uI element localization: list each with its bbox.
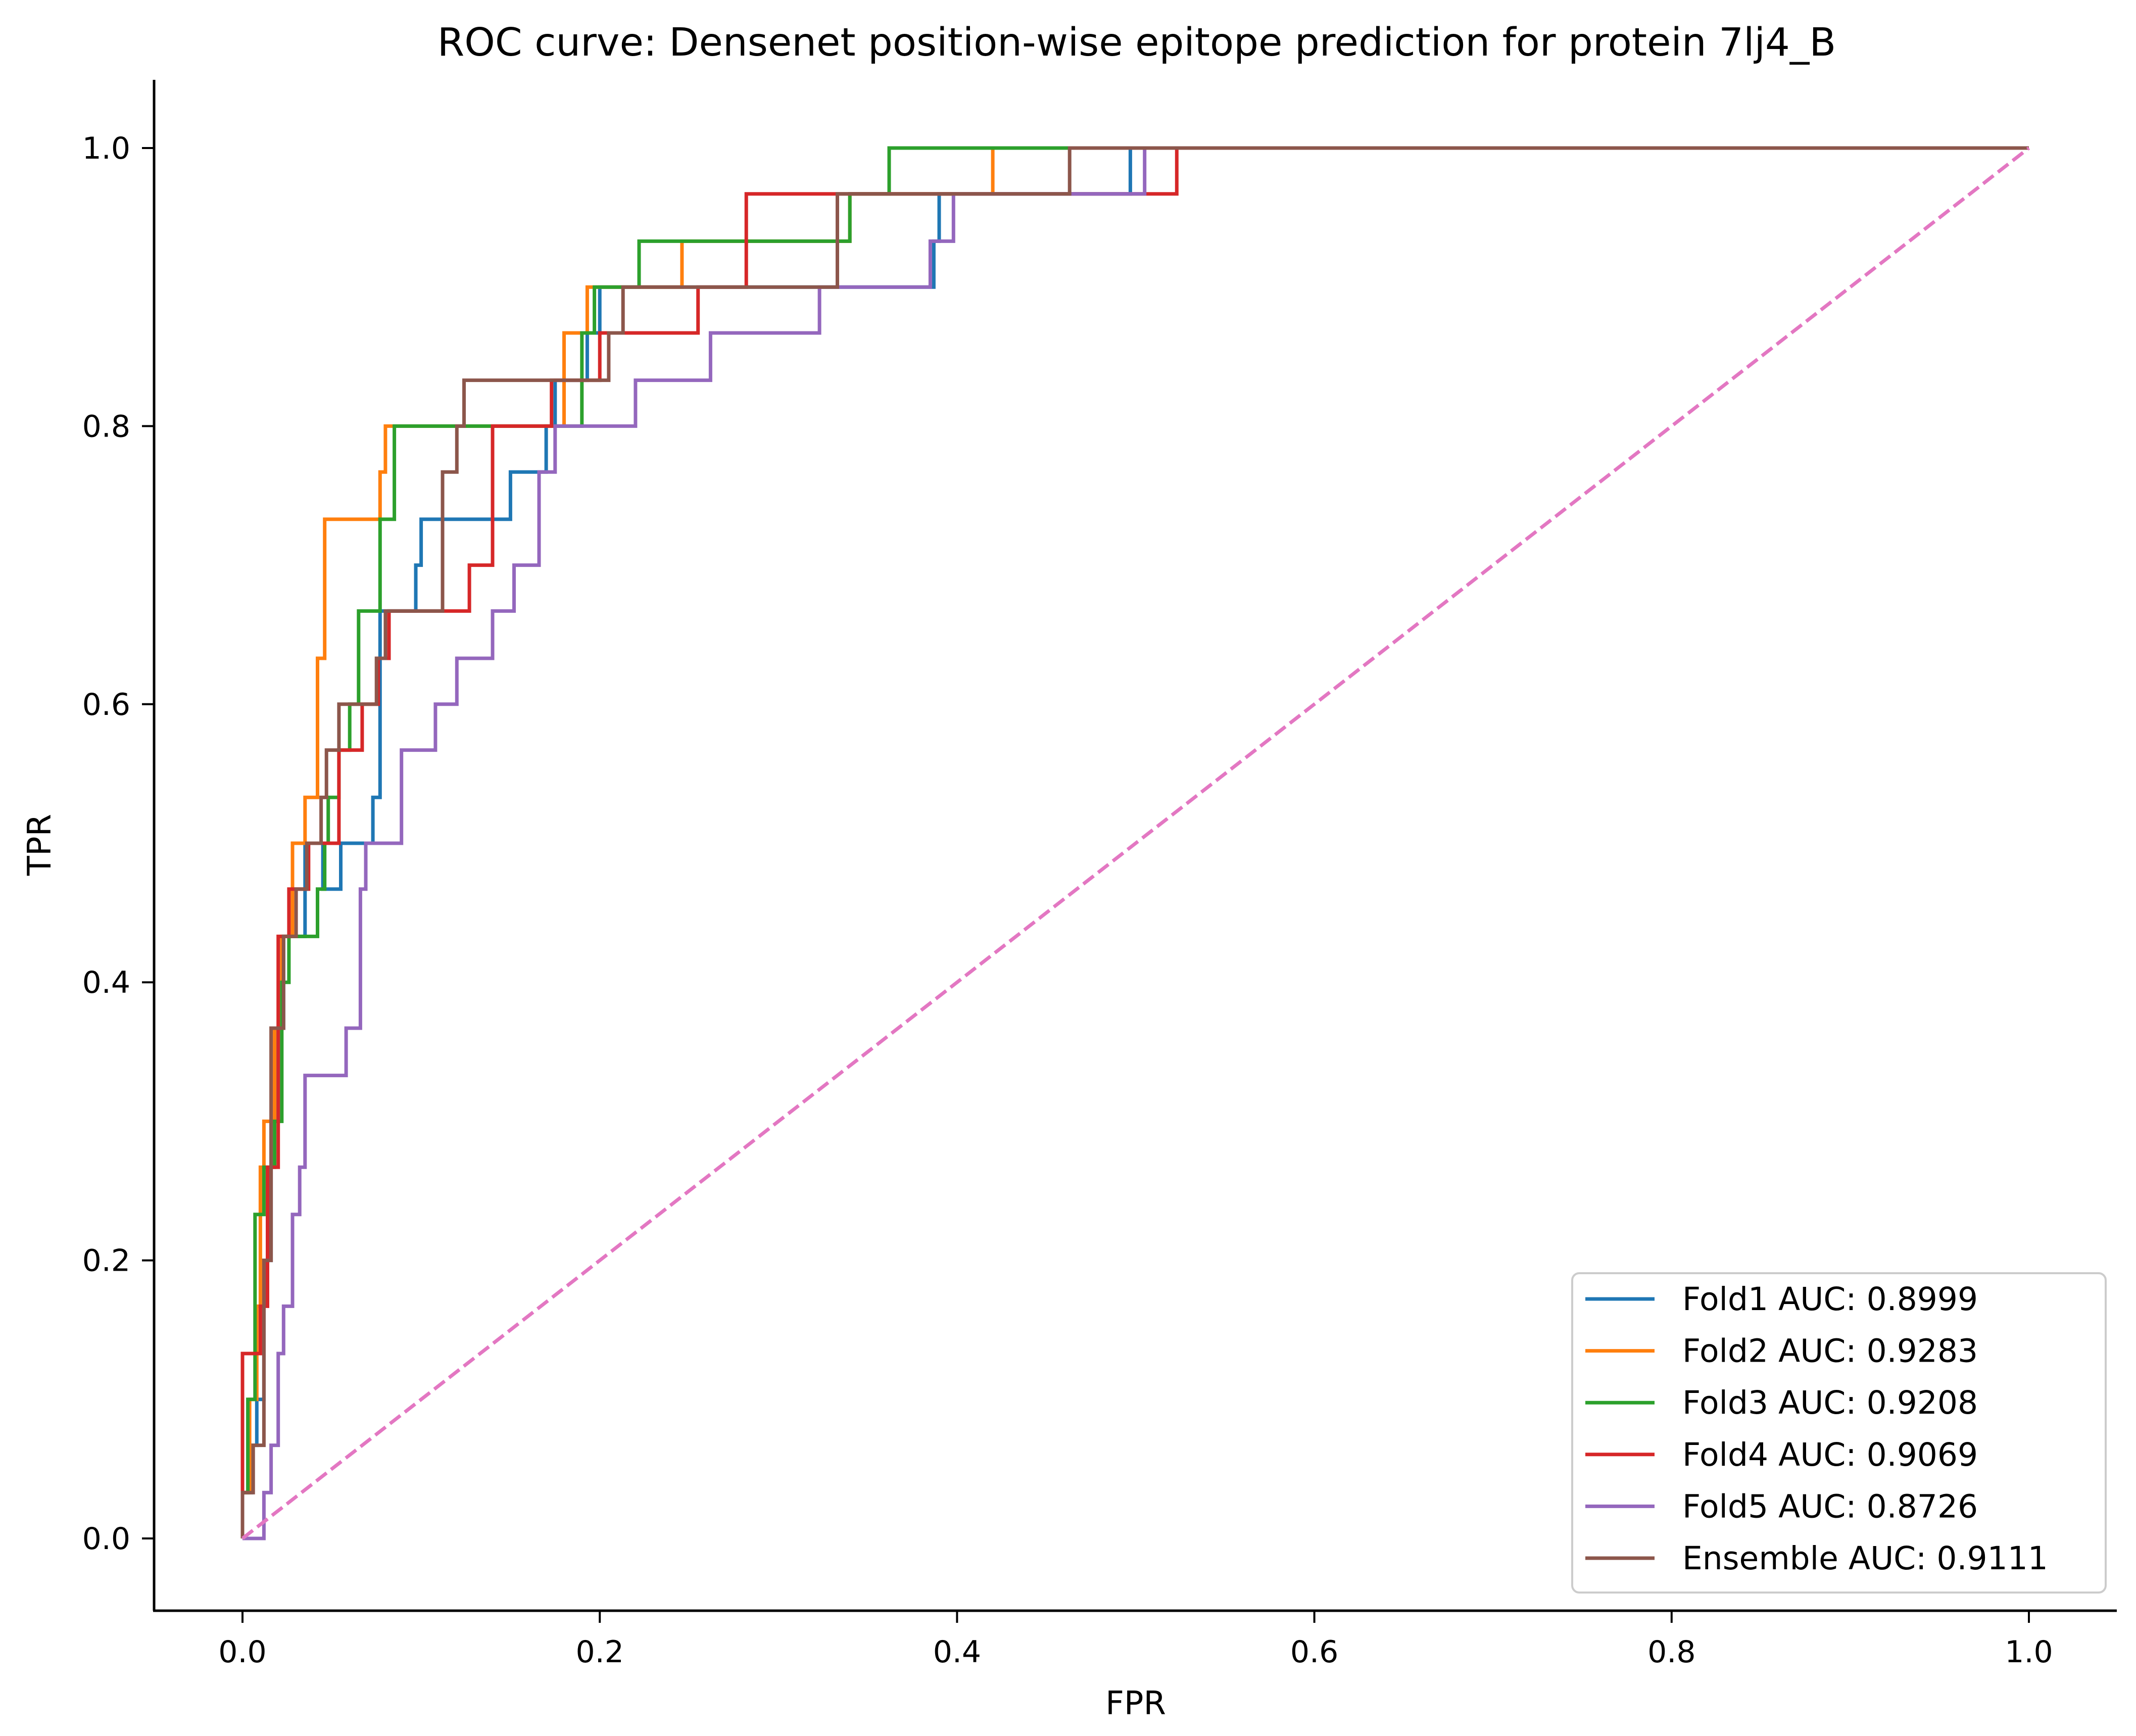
legend-label: Fold2 AUC: 0.9283 bbox=[1682, 1333, 1978, 1370]
y-tick-label: 0.6 bbox=[82, 687, 130, 722]
legend-label: Fold4 AUC: 0.9069 bbox=[1682, 1436, 1978, 1473]
legend: Fold1 AUC: 0.8999 Fold2 AUC: 0.9283 Fold3 … bbox=[1571, 1272, 2107, 1594]
y-axis-ticks: 0.0 0.2 0.4 0.6 0.8 1.0 bbox=[82, 131, 154, 1557]
x-axis-label: FPR bbox=[1105, 1685, 1166, 1722]
legend-items: Fold1 AUC: 0.8999 Fold2 AUC: 0.9283 Fold3 … bbox=[1585, 1281, 2048, 1577]
x-tick-label: 0.0 bbox=[218, 1634, 266, 1670]
chart-title: ROC curve: Densenet position-wise epitop… bbox=[438, 20, 1836, 65]
x-tick-label: 1.0 bbox=[2005, 1634, 2053, 1670]
y-tick-label: 0.0 bbox=[82, 1521, 130, 1557]
y-axis-label: TPR bbox=[21, 814, 59, 876]
x-tick-label: 0.6 bbox=[1290, 1634, 1338, 1670]
chance-diagonal-line bbox=[241, 147, 2030, 1540]
legend-label: Ensemble AUC: 0.9111 bbox=[1682, 1540, 2048, 1577]
series-line-5 bbox=[242, 146, 2029, 1540]
x-tick-label: 0.8 bbox=[1647, 1634, 1695, 1670]
y-tick-label: 0.8 bbox=[82, 409, 130, 444]
x-tick-label: 0.2 bbox=[575, 1634, 623, 1670]
y-tick-label: 1.0 bbox=[82, 131, 130, 166]
legend-frame bbox=[1571, 1272, 2107, 1594]
series-lines bbox=[240, 146, 2030, 1540]
legend-label: Fold5 AUC: 0.8726 bbox=[1682, 1488, 1978, 1525]
y-tick-label: 0.4 bbox=[82, 965, 130, 1000]
legend-label: Fold1 AUC: 0.8999 bbox=[1682, 1281, 1978, 1318]
x-tick-label: 0.4 bbox=[933, 1634, 981, 1670]
x-axis-ticks: 0.0 0.2 0.4 0.6 0.8 1.0 bbox=[218, 1611, 2053, 1670]
y-tick-label: 0.2 bbox=[82, 1243, 130, 1279]
series-line-6 bbox=[240, 146, 2029, 1538]
legend-label: Fold3 AUC: 0.9208 bbox=[1682, 1384, 1978, 1421]
